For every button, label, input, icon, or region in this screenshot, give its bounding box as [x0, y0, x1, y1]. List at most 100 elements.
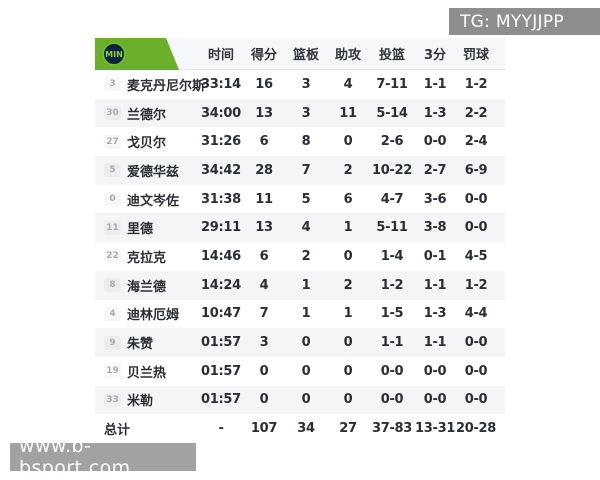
player-name: 贝兰热 — [127, 365, 167, 381]
jersey-number: 19 — [104, 364, 121, 378]
player-name: 米勒 — [127, 394, 154, 410]
stat-fg: 1-5 — [380, 306, 404, 322]
stat-points: 6 — [259, 248, 269, 264]
stat-ft: 0-0 — [464, 191, 488, 207]
stat-points: 16 — [255, 76, 273, 92]
stat-rebounds: 5 — [301, 191, 311, 207]
jersey-number: 27 — [104, 135, 121, 149]
player-row: 19 贝兰热 01:57 0 0 0 0-0 0-0 0-0 — [95, 356, 505, 386]
player-name: 克拉克 — [127, 250, 167, 266]
stat-rebounds: 4 — [301, 220, 311, 236]
stat-3pt: 3-8 — [423, 220, 447, 236]
stat-assists: 0 — [343, 134, 353, 150]
stat-points: 7 — [259, 306, 269, 322]
stat-assists: 1 — [343, 306, 353, 322]
player-cell: 3 麦克丹尼尔斯 — [95, 75, 205, 94]
stat-fg: 5-14 — [376, 105, 408, 121]
player-cell: 9 朱赞 — [95, 333, 199, 352]
stat-time: 34:00 — [201, 105, 241, 121]
stat-rebounds: 8 — [301, 134, 311, 150]
stat-time: 01:57 — [201, 335, 241, 351]
player-cell: 19 贝兰热 — [95, 362, 199, 381]
player-row: 22 克拉克 14:46 6 2 0 1-4 0-1 4-5 — [95, 242, 505, 271]
team-banner: MIN — [95, 38, 179, 70]
column-header-points: 得分 — [250, 48, 277, 63]
stat-time: 31:38 — [201, 191, 241, 207]
stat-rebounds: 0 — [301, 363, 311, 379]
stat-points: 6 — [259, 134, 269, 150]
jersey-number: 3 — [104, 77, 121, 91]
stat-assists: 6 — [343, 191, 353, 207]
player-row: 8 海兰德 14:24 4 1 2 1-2 1-1 1-2 — [95, 270, 505, 300]
jersey-number: 30 — [104, 106, 121, 120]
stat-ft: 1-2 — [464, 76, 488, 92]
player-row: 3 麦克丹尼尔斯 33:14 16 3 4 7-11 1-1 1-2 — [95, 70, 505, 99]
stat-rebounds: 3 — [301, 105, 311, 121]
stat-3pt: 3-6 — [423, 191, 447, 207]
stat-ft: 6-9 — [464, 162, 488, 178]
telegram-watermark: TG: MYYJJPP — [449, 8, 600, 35]
player-cell: 0 迪文岑佐 — [95, 190, 199, 209]
stat-points: 28 — [255, 162, 273, 178]
jersey-number: 33 — [104, 393, 121, 407]
stat-fg: 2-6 — [380, 134, 404, 150]
player-name: 麦克丹尼尔斯 — [127, 78, 206, 94]
player-cell: 5 爱德华兹 — [95, 161, 199, 180]
player-cell: 4 迪林厄姆 — [95, 304, 199, 323]
stat-3pt: 1-1 — [423, 335, 447, 351]
stat-time: 33:14 — [201, 76, 241, 92]
stat-ft: 0-0 — [464, 363, 488, 379]
stat-points: 4 — [259, 277, 269, 293]
column-header-3pt: 3分 — [423, 48, 447, 63]
stat-points: 13 — [255, 105, 273, 121]
column-header-time: 时间 — [207, 48, 234, 63]
player-cell: 30 兰德尔 — [95, 104, 199, 123]
player-name: 迪文岑佐 — [127, 193, 180, 209]
player-row: 5 爱德华兹 34:42 28 7 2 10-22 2-7 6-9 — [95, 156, 505, 185]
stat-time: 01:57 — [201, 392, 241, 408]
player-name: 爱德华兹 — [127, 164, 180, 180]
player-name: 朱赞 — [127, 337, 154, 353]
stat-3pt: 13-31 — [415, 421, 456, 437]
stat-assists: 2 — [343, 277, 353, 293]
player-cell: 33 米勒 — [95, 390, 199, 409]
column-header-fg: 投篮 — [378, 48, 405, 63]
site-watermark: www.b-bsport.com — [10, 435, 196, 479]
stat-rebounds: 34 — [297, 421, 315, 437]
player-name: 兰德尔 — [127, 107, 167, 123]
stat-3pt: 0-0 — [423, 392, 447, 408]
stat-assists: 0 — [343, 392, 353, 408]
stat-ft: 2-4 — [464, 134, 488, 150]
box-score-table: MIN 时间 得分 篮板 助攻 投篮 3分 罚球 3 麦克丹尼尔斯 33:14 … — [95, 38, 505, 443]
stat-points: 11 — [255, 191, 273, 207]
stat-assists: 2 — [343, 162, 353, 178]
stat-assists: 1 — [343, 220, 353, 236]
stat-time: 34:42 — [201, 162, 241, 178]
stat-rebounds: 1 — [301, 306, 311, 322]
stat-rebounds: 0 — [301, 392, 311, 408]
stat-ft: 4-5 — [464, 248, 488, 264]
stat-3pt: 0-0 — [423, 363, 447, 379]
stat-3pt: 2-7 — [423, 162, 447, 178]
stat-ft: 4-4 — [464, 306, 488, 322]
stat-time: 10:47 — [201, 306, 241, 322]
stat-fg: 0-0 — [380, 392, 404, 408]
jersey-number: 11 — [104, 221, 121, 235]
player-row: 30 兰德尔 34:00 13 3 11 5-14 1-3 2-2 — [95, 98, 505, 128]
stat-3pt: 0-0 — [423, 134, 447, 150]
stat-3pt: 1-1 — [423, 277, 447, 293]
player-cell: 22 克拉克 — [95, 247, 199, 266]
stat-assists: 27 — [339, 421, 357, 437]
stat-rebounds: 3 — [301, 76, 311, 92]
player-row: 33 米勒 01:57 0 0 0 0-0 0-0 0-0 — [95, 385, 505, 415]
stat-fg: 4-7 — [380, 191, 404, 207]
stat-fg: 1-2 — [380, 277, 404, 293]
stat-ft: 20-28 — [455, 421, 497, 437]
stat-assists: 0 — [343, 335, 353, 351]
player-name: 戈贝尔 — [127, 136, 167, 152]
player-name: 里德 — [127, 222, 154, 238]
stat-time: - — [218, 421, 224, 437]
stat-assists: 0 — [343, 248, 353, 264]
jersey-number: 0 — [104, 192, 121, 206]
jersey-number: 9 — [104, 336, 121, 350]
